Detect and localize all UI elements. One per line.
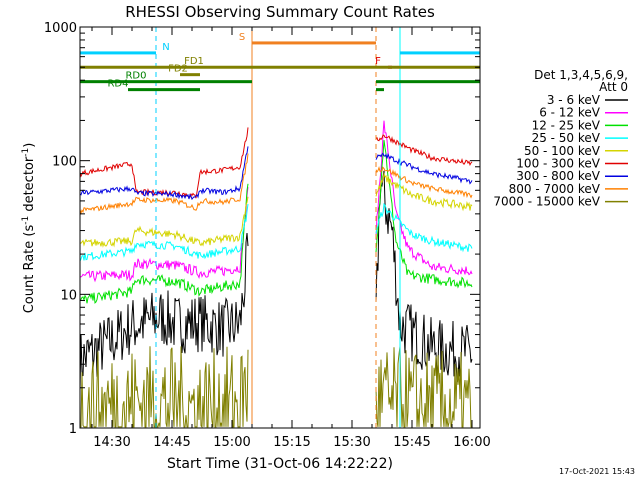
y-axis-label-tail: detector (22, 156, 37, 216)
flag-bar-fd1-1 (80, 65, 480, 69)
series-line-5 (79, 172, 473, 248)
legend-entry-label: 3 - 6 keV (547, 93, 601, 107)
flag-bar-rd4-2 (376, 88, 384, 92)
y-tick-label: 1000 (44, 21, 77, 36)
flag-label-n: N (162, 42, 169, 53)
timestamp: 17-Oct-2021 15:43 (559, 467, 635, 476)
legend-entry-label: 50 - 100 keV (524, 144, 601, 158)
x-tick-label: 15:45 (393, 435, 430, 450)
flag-bar-fd2-1 (180, 73, 200, 77)
legend-entry-label: 7000 - 15000 keV (493, 195, 600, 209)
legend-entry-label: 6 - 12 keV (539, 106, 601, 120)
legend-header-attenuator: Att 0 (599, 80, 628, 94)
flag-label-f: F (375, 56, 381, 67)
legend-entry-label: 25 - 50 keV (532, 131, 601, 145)
axes-layer: 14:30 14:45 15:00 15:15 15:30 15:45 16:00 1 10 10… (44, 21, 491, 450)
plot-area (80, 27, 480, 428)
flag-label-fd1: FD1 (184, 56, 204, 67)
y-axis-label-sup2: -1 (21, 148, 31, 157)
flag-bar-rd0-2 (376, 80, 480, 84)
flag-label-rd4: RD4 (107, 79, 128, 90)
flag-bar-rd0-1 (80, 80, 252, 84)
flag-bar-n-1 (80, 51, 156, 55)
y-axis-label-sup: -1 (21, 216, 31, 225)
series-line-3 (79, 140, 473, 304)
series-line-6 (79, 127, 473, 199)
series-layer (79, 120, 473, 429)
chart-title: RHESSI Observing Summary Count Rates (125, 3, 435, 21)
y-tick-label: 100 (52, 155, 77, 170)
y-axis-label: Count Rate (s-1 detector-1) (21, 143, 37, 314)
x-axis-label: Start Time (31-Oct-06 14:22:22) (167, 456, 393, 472)
series-line-8 (79, 153, 473, 215)
legend-header-detectors: Det 1,3,4,5,6,9, (534, 68, 628, 82)
series-line-9 (80, 346, 472, 429)
y-axis-label-end: ) (22, 143, 37, 148)
x-tick-label: 15:15 (273, 435, 310, 450)
flag-bar-rd4-1 (128, 88, 200, 92)
x-tick-label: 15:30 (333, 435, 370, 450)
flag-bar-s-1 (252, 41, 376, 45)
series-line-1 (79, 170, 473, 391)
flag-bar-n-2 (400, 51, 480, 55)
series-line-7 (79, 146, 473, 201)
flag-label-s: S (239, 32, 245, 43)
flag-label-rd0: RD0 (125, 71, 146, 82)
x-tick-label: 16:00 (453, 435, 490, 450)
series-line-2 (80, 120, 473, 283)
x-tick-label: 14:30 (93, 435, 130, 450)
y-tick-label: 10 (60, 288, 77, 303)
legend-entry-label: 300 - 800 keV (516, 169, 600, 183)
x-tick-label: 15:00 (213, 435, 250, 450)
flag-label-fd2: FD2 (168, 64, 188, 75)
series-line-4 (79, 202, 473, 262)
legend-entry-label: 12 - 25 keV (532, 118, 601, 132)
legend-entry-label: 800 - 7000 keV (509, 182, 601, 196)
x-tick-label: 14:45 (153, 435, 190, 450)
y-tick-label: 1 (69, 422, 77, 437)
plot-frame (79, 26, 481, 429)
y-axis-label-main: Count Rate (s (22, 225, 37, 314)
legend-entry-label: 100 - 300 keV (516, 157, 600, 171)
